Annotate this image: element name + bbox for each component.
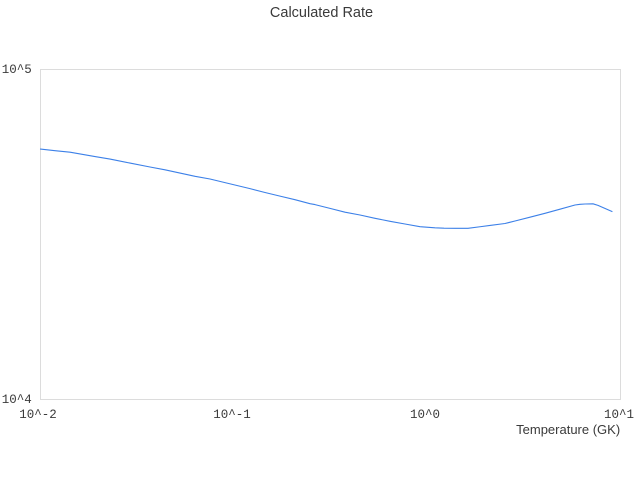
svg-text:10^4: 10^4 <box>2 393 32 407</box>
svg-text:10^1: 10^1 <box>604 408 634 422</box>
svg-text:10^-2: 10^-2 <box>19 408 57 422</box>
svg-text:10^5: 10^5 <box>2 63 32 77</box>
svg-text:Calculated Rate: Calculated Rate <box>270 5 373 21</box>
svg-text:10^0: 10^0 <box>410 408 440 422</box>
svg-text:10^-1: 10^-1 <box>213 408 251 422</box>
svg-text:Temperature (GK): Temperature (GK) <box>516 422 620 437</box>
